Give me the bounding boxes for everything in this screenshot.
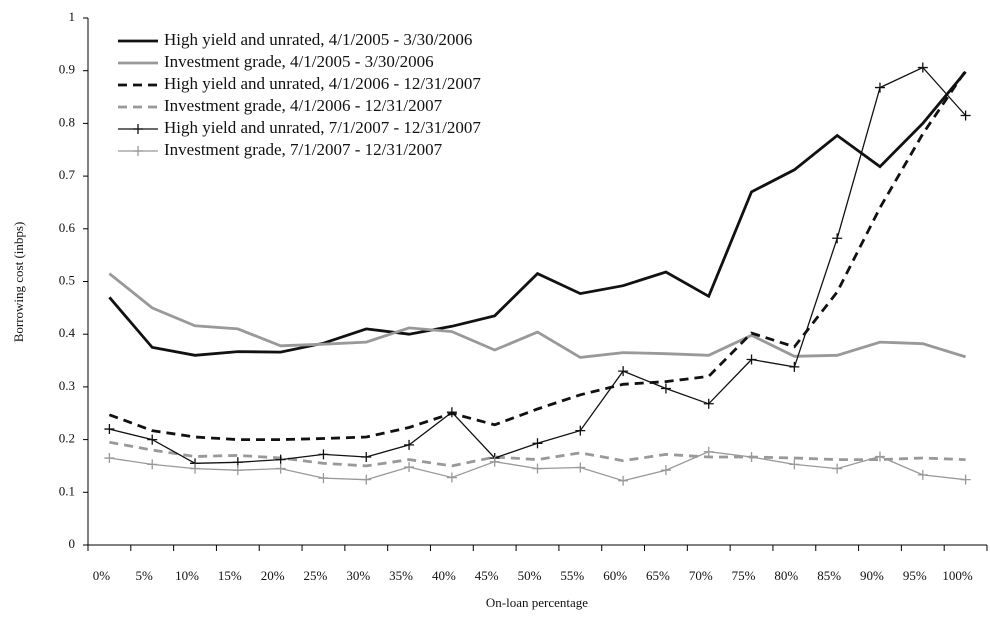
- x-axis-label: On-loan percentage: [486, 595, 588, 610]
- legend-label: High yield and unrated, 7/1/2007 - 12/31…: [164, 118, 481, 137]
- y-tick-label: 0.7: [59, 167, 76, 182]
- x-tick-label: 65%: [646, 568, 670, 583]
- point-marker: [618, 475, 629, 486]
- point-marker: [446, 407, 457, 418]
- y-axis-label: Borrowing cost (inbps): [11, 222, 26, 343]
- legend-marker: [133, 124, 143, 134]
- x-tick-label: 30%: [346, 568, 370, 583]
- point-marker: [789, 361, 800, 372]
- x-tick-label: 85%: [817, 568, 841, 583]
- y-tick-label: 0.2: [59, 431, 75, 446]
- point-marker: [275, 463, 286, 474]
- y-tick-label: 0.6: [59, 220, 76, 235]
- x-tick-label: 10%: [175, 568, 199, 583]
- point-marker: [789, 459, 800, 470]
- legend-label: High yield and unrated, 4/1/2005 - 3/30/…: [164, 30, 472, 49]
- x-tick-label: 50%: [518, 568, 542, 583]
- legend-label: High yield and unrated, 4/1/2006 - 12/31…: [164, 74, 481, 93]
- x-tick-label: 75%: [732, 568, 756, 583]
- legend-label: Investment grade, 7/1/2007 - 12/31/2007: [164, 140, 443, 159]
- y-tick-label: 0.4: [59, 325, 76, 340]
- series-line: [108, 272, 967, 359]
- point-marker: [318, 449, 329, 460]
- y-tick-label: 0.1: [59, 483, 75, 498]
- point-marker: [746, 451, 757, 462]
- point-marker: [361, 451, 372, 462]
- x-tick-label: 15%: [218, 568, 242, 583]
- y-tick-label: 0.3: [59, 378, 75, 393]
- y-tick-label: 0.5: [59, 272, 75, 287]
- series-line: [109, 440, 966, 468]
- point-marker: [404, 462, 415, 473]
- point-marker: [532, 463, 543, 474]
- point-marker: [489, 456, 500, 467]
- legend-label: Investment grade, 4/1/2006 - 12/31/2007: [164, 96, 443, 115]
- x-tick-label: 20%: [261, 568, 285, 583]
- y-tick-label: 0: [69, 536, 76, 551]
- point-marker: [660, 465, 671, 476]
- point-marker: [917, 469, 928, 480]
- point-marker: [917, 62, 928, 73]
- legend-marker: [133, 146, 143, 156]
- point-marker: [404, 439, 415, 450]
- series-line: [108, 69, 967, 441]
- x-tick-label: 95%: [903, 568, 927, 583]
- x-tick-label: 35%: [389, 568, 413, 583]
- x-tick-label: 5%: [136, 568, 154, 583]
- point-marker: [703, 398, 714, 409]
- x-tick-label: 0%: [93, 568, 111, 583]
- point-marker: [575, 425, 586, 436]
- y-tick-label: 0.8: [59, 114, 75, 129]
- point-marker: [660, 383, 671, 394]
- point-marker: [232, 465, 243, 476]
- point-marker: [147, 459, 158, 470]
- x-tick-label: 45%: [475, 568, 499, 583]
- point-marker: [318, 473, 329, 484]
- point-marker: [874, 82, 885, 93]
- point-marker: [618, 366, 629, 377]
- point-marker: [832, 233, 843, 244]
- x-tick-label: 40%: [432, 568, 456, 583]
- x-tick-label: 100%: [942, 568, 973, 583]
- point-marker: [960, 474, 971, 485]
- legend-label: Investment grade, 4/1/2005 - 3/30/2006: [164, 52, 434, 71]
- point-marker: [874, 451, 885, 462]
- x-tick-label: 70%: [689, 568, 713, 583]
- point-marker: [190, 463, 201, 474]
- y-tick-label: 0.9: [59, 62, 75, 77]
- point-marker: [746, 354, 757, 365]
- y-tick-label: 1: [69, 9, 76, 24]
- x-tick-label: 55%: [560, 568, 584, 583]
- point-marker: [703, 446, 714, 457]
- x-tick-label: 90%: [860, 568, 884, 583]
- point-marker: [275, 454, 286, 465]
- x-tick-label: 80%: [774, 568, 798, 583]
- point-marker: [104, 424, 115, 435]
- point-marker: [832, 463, 843, 474]
- series-line: [108, 70, 967, 357]
- x-tick-label: 25%: [304, 568, 328, 583]
- point-marker: [446, 472, 457, 483]
- point-marker: [147, 434, 158, 445]
- point-marker: [960, 110, 971, 121]
- point-marker: [575, 462, 586, 473]
- point-marker: [361, 474, 372, 485]
- x-tick-label: 60%: [603, 568, 627, 583]
- point-marker: [532, 438, 543, 449]
- point-marker: [104, 453, 115, 464]
